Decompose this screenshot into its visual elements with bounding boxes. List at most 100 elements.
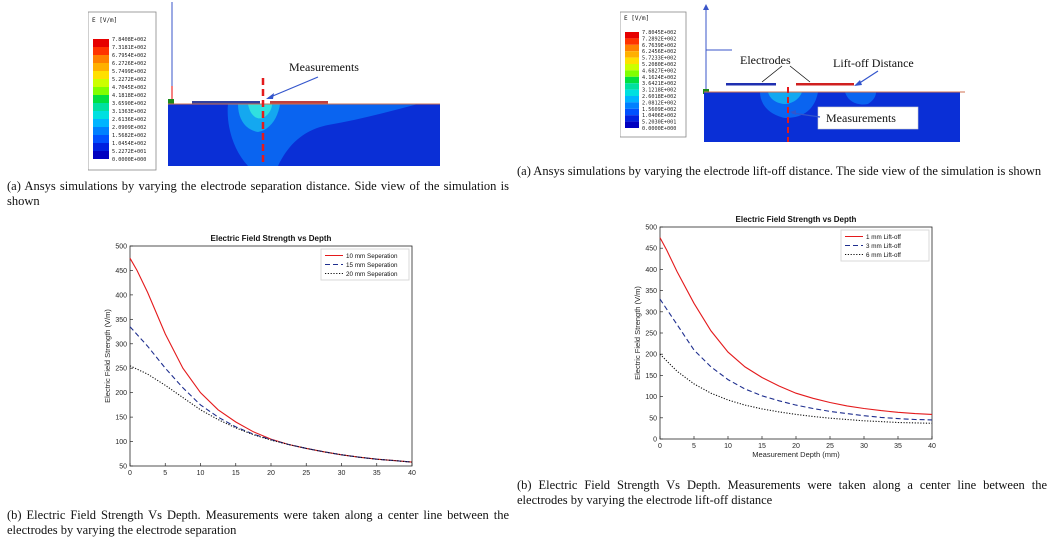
cmap-label: 4.7045E+002 [112, 85, 146, 91]
cmap-label: 4.1818E+002 [112, 93, 146, 99]
cmap-label: 7.3181E+002 [112, 45, 146, 51]
y-tick-label: 200 [115, 390, 127, 397]
colormap-bar [93, 39, 109, 159]
x-tick-label: 15 [758, 443, 766, 450]
legend-entry: 3 mm Lift-off [866, 243, 901, 250]
cmap-label: 5.2030E+001 [642, 120, 676, 126]
y-tick-label: 250 [115, 366, 127, 373]
y-tick-label: 500 [645, 225, 657, 232]
left-simulation-figure: E [V/m] 7.8408E+002 7.3181E+002 6.7954E+… [88, 2, 440, 171]
cmap-label: 0.0000E+000 [642, 126, 676, 132]
cmap-label: 2.6136E+002 [112, 117, 146, 123]
cmap-label: 5.7233E+002 [642, 56, 676, 62]
cmap-label: 1.0454E+002 [112, 141, 146, 147]
x-tick-label: 30 [860, 443, 868, 450]
x-tick-label: 40 [928, 443, 936, 450]
cmap-label: 5.2080E+002 [642, 62, 676, 68]
x-tick-label: 10 [724, 443, 732, 450]
y-tick-label: 100 [115, 439, 127, 446]
y-axis-label: Electric Field Strength (V/m) [633, 286, 642, 380]
x-tick-label: 20 [267, 470, 275, 477]
x-tick-label: 0 [128, 470, 132, 477]
x-axis-label: Measurement Depth (mm) [227, 477, 315, 478]
x-tick-label: 5 [692, 443, 696, 450]
legend-entry: 20 mm Seperation [346, 271, 398, 278]
y-axis-label: Electric Field Strength (V/m) [103, 309, 112, 403]
cmap-label: 5.2272E+001 [112, 149, 146, 155]
series-line-3 [129, 365, 413, 463]
y-tick-label: 350 [115, 317, 127, 324]
y-tick-label: 150 [645, 373, 657, 380]
series-line-2 [659, 298, 933, 421]
x-tick-label: 10 [197, 470, 205, 477]
y-tick-label: 500 [115, 244, 127, 251]
cmap-label: 2.6018E+002 [642, 94, 676, 100]
colormap-labels: 7.8408E+002 7.3181E+002 6.7954E+002 6.27… [112, 37, 146, 163]
colormap-title: E [V/m] [92, 17, 117, 24]
legend-entry: 1 mm Lift-off [866, 234, 901, 241]
legend-entry: 10 mm Seperation [346, 253, 398, 260]
x-tick-label: 40 [408, 470, 416, 477]
y-tick-label: 300 [115, 341, 127, 348]
y-tick-label: 450 [645, 246, 657, 253]
cmap-label: 2.0812E+002 [642, 100, 676, 106]
left-chart: Electric Field Strength vs Depth 0 5 10 15 20… [103, 234, 416, 478]
electrodes-annotation: Electrodes [740, 53, 791, 67]
x-tick-label: 15 [232, 470, 240, 477]
cmap-label: 3.1363E+002 [112, 109, 146, 115]
x-tick-label: 5 [163, 470, 167, 477]
cmap-label: 3.6421E+002 [642, 81, 676, 87]
y-tick-label: 250 [645, 331, 657, 338]
y-tick-label: 150 [115, 415, 127, 422]
right-chart: Electric Field Strength vs Depth 0 5 10 15 20… [633, 215, 936, 459]
x-tick-label: 25 [302, 470, 310, 477]
legend-entry: 15 mm Seperation [346, 262, 398, 269]
simulation-domain [168, 101, 440, 166]
measurements-annotation: Measurements [826, 111, 896, 125]
x-tick-label: 30 [338, 470, 346, 477]
cmap-label: 1.5682E+002 [112, 133, 146, 139]
right-caption-b: (b) Electric Field Strength Vs Depth. Me… [517, 478, 1047, 507]
x-tick-label: 35 [373, 470, 381, 477]
y-tick-label: 50 [119, 464, 127, 471]
cmap-label: 7.2892E+002 [642, 36, 676, 42]
chart-title: Electric Field Strength vs Depth [211, 234, 332, 243]
colormap-bar [625, 32, 639, 128]
y-tick-label: 0 [653, 437, 657, 444]
cmap-label: 3.1218E+002 [642, 88, 676, 94]
cmap-label: 6.7954E+002 [112, 53, 146, 59]
x-axis-label: Measurement Depth (mm) [752, 450, 840, 459]
right-caption-a: (a) Ansys simulations by varying the ele… [517, 164, 1042, 178]
cmap-label: 1.5609E+002 [642, 107, 676, 113]
cmap-label: 7.8045E+002 [642, 30, 676, 36]
left-caption-b: (b) Electric Field Strength Vs Depth. Me… [7, 508, 509, 537]
x-tick-label: 20 [792, 443, 800, 450]
x-tick-label: 35 [894, 443, 902, 450]
y-tick-label: 400 [115, 292, 127, 299]
cmap-label: 6.2456E+002 [642, 49, 676, 55]
y-tick-label: 350 [645, 288, 657, 295]
measurements-annotation: Measurements [289, 60, 359, 74]
y-tick-label: 400 [645, 267, 657, 274]
x-tick-label: 25 [826, 443, 834, 450]
colormap-title: E [V/m] [624, 15, 649, 22]
y-tick-label: 50 [649, 415, 657, 422]
cmap-label: 7.8408E+002 [112, 37, 146, 43]
y-tick-label: 100 [645, 394, 657, 401]
legend-entry: 6 mm Lift-off [866, 252, 901, 259]
cmap-label: 4.6827E+002 [642, 68, 676, 74]
cmap-label: 0.0000E+000 [112, 157, 146, 163]
left-caption-a: (a) Ansys simulations by varying the ele… [7, 179, 509, 208]
cmap-label: 6.2726E+002 [112, 61, 146, 67]
chart-title: Electric Field Strength vs Depth [736, 215, 857, 224]
cmap-label: 4.1624E+002 [642, 75, 676, 81]
cmap-label: 6.7639E+002 [642, 43, 676, 49]
cmap-label: 1.0406E+002 [642, 113, 676, 119]
cmap-label: 5.2272E+002 [112, 77, 146, 83]
liftoff-annotation: Lift-off Distance [833, 56, 914, 70]
colormap-labels: 7.8045E+002 7.2892E+002 6.7639E+002 6.24… [642, 30, 676, 132]
cmap-label: 5.7499E+002 [112, 69, 146, 75]
y-tick-label: 300 [645, 309, 657, 316]
right-simulation-figure: E [V/m] 7.8045E+002 7.2892E+002 6.7639E+… [620, 4, 965, 142]
x-tick-label: 0 [658, 443, 662, 450]
